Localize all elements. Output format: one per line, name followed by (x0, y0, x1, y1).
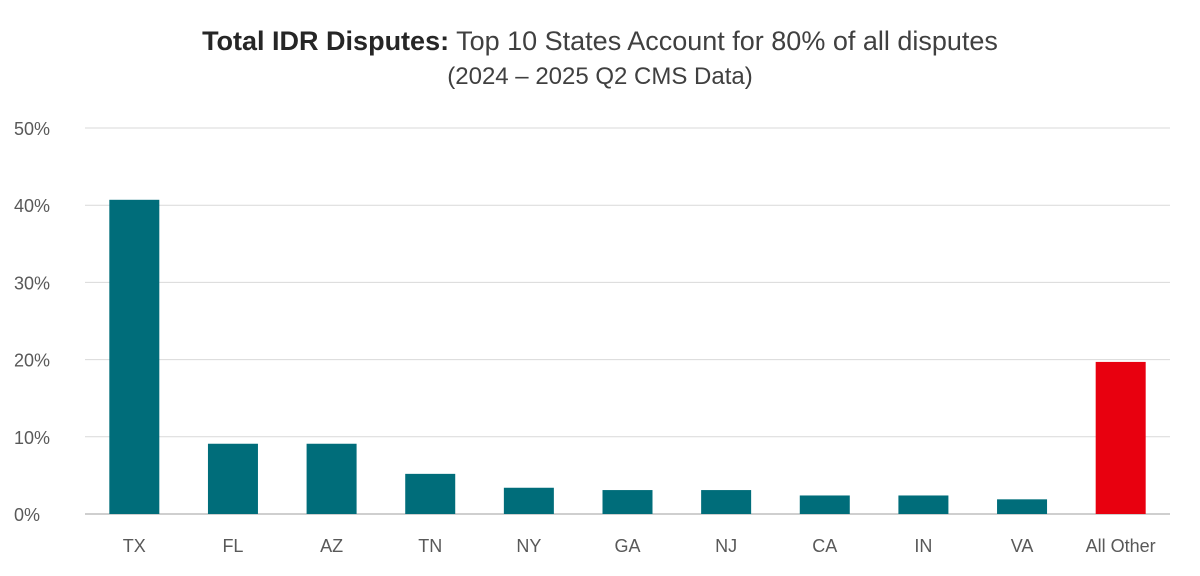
x-tick-label: VA (1011, 536, 1034, 556)
chart-title-rest: Top 10 States Account for 80% of all dis… (449, 26, 998, 56)
bar (602, 490, 653, 514)
y-tick-label: 10% (14, 428, 50, 448)
bar (701, 490, 752, 514)
x-tick-label: IN (914, 536, 932, 556)
bar (503, 487, 554, 514)
x-tick-label: CA (812, 536, 837, 556)
chart-title: Total IDR Disputes: Top 10 States Accoun… (0, 24, 1200, 58)
x-tick-label: TN (418, 536, 442, 556)
bar (1095, 361, 1146, 514)
x-tick-label: NY (516, 536, 541, 556)
bar (207, 443, 258, 514)
bar (405, 473, 456, 514)
bar (799, 495, 850, 514)
x-tick-label: NJ (715, 536, 737, 556)
x-tick-label: FL (222, 536, 243, 556)
bar (898, 495, 949, 514)
y-tick-label: 40% (14, 196, 50, 216)
x-tick-label: AZ (320, 536, 343, 556)
y-tick-label: 20% (14, 351, 50, 371)
y-tick-label: 30% (14, 273, 50, 293)
x-tick-label: GA (614, 536, 640, 556)
chart-subtitle: (2024 – 2025 Q2 CMS Data) (447, 63, 753, 90)
chart-title-bold: Total IDR Disputes: (202, 26, 450, 56)
bar (997, 499, 1048, 514)
y-tick-label: 0% (14, 505, 40, 525)
bar (306, 443, 357, 514)
x-tick-label: All Other (1086, 536, 1156, 556)
bar (109, 199, 160, 514)
y-tick-label: 50% (14, 119, 50, 139)
x-tick-label: TX (123, 536, 146, 556)
